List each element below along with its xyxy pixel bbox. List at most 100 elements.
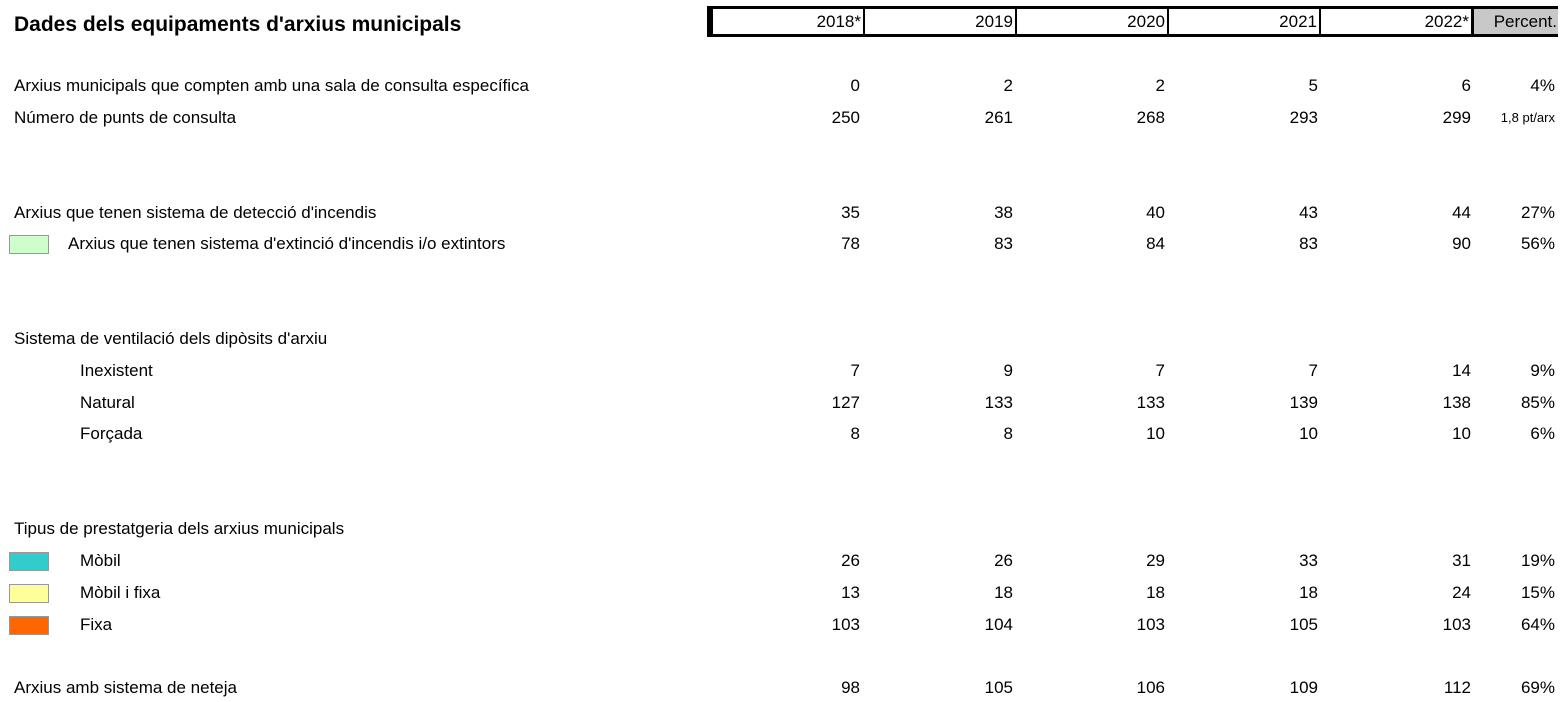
table-row-deteccio-incendis: Arxius que tenen sistema de detecció d'i… (0, 199, 1563, 227)
value-2019: 8 (1003, 424, 1013, 443)
value-2022: 44 (1452, 203, 1471, 222)
value-percent: 15% (1520, 583, 1555, 602)
value-2020: 40 (1146, 203, 1165, 222)
legend-swatch (9, 584, 49, 603)
row-label: Arxius amb sistema de neteja (14, 678, 237, 697)
value-2020: 10 (1146, 424, 1165, 443)
value-2022: 299 (1442, 108, 1471, 127)
value-2020: 103 (1136, 615, 1165, 634)
table-row-mobil-i-fixa: Mòbil i fixa 13 18 18 18 24 15% (0, 579, 1563, 607)
value-percent: 1,8 pt/arx (1500, 110, 1555, 125)
legend-swatch (9, 616, 49, 635)
row-label: Natural (80, 393, 135, 412)
row-label: Forçada (80, 424, 143, 443)
value-2021: 43 (1299, 203, 1318, 222)
value-percent: 64% (1520, 615, 1555, 634)
col-header-percent: Percent. (1473, 6, 1558, 37)
section-label: Sistema de ventilació dels dipòsits d'ar… (14, 329, 328, 348)
value-2018: 26 (841, 551, 860, 570)
value-percent: 56% (1520, 234, 1555, 253)
col-header-2021: 2021 (1169, 6, 1321, 37)
legend-swatch (9, 235, 49, 254)
row-label: Inexistent (80, 361, 153, 380)
value-2021: 293 (1289, 108, 1318, 127)
value-percent: 19% (1520, 551, 1555, 570)
value-2020: 7 (1155, 361, 1165, 380)
value-2020: 133 (1136, 393, 1165, 412)
value-2022: 10 (1452, 424, 1471, 443)
table-row-inexistent: Inexistent 7 9 7 7 14 9% (0, 357, 1563, 385)
row-label: Arxius municipals que compten amb una sa… (14, 76, 530, 95)
value-2019: 105 (984, 678, 1013, 697)
value-2021: 5 (1308, 76, 1318, 95)
section-label: Tipus de prestatgeria dels arxius munici… (14, 519, 345, 538)
value-2018: 127 (831, 393, 860, 412)
col-header-2022: 2022* (1321, 6, 1473, 37)
value-percent: 69% (1520, 678, 1555, 697)
value-2022: 112 (1443, 678, 1471, 697)
value-2019: 2 (1003, 76, 1013, 95)
value-2018: 78 (841, 234, 860, 253)
value-2022: 90 (1452, 234, 1471, 253)
col-header-2018: 2018* (707, 6, 865, 37)
value-2022: 138 (1442, 393, 1471, 412)
value-2018: 103 (831, 615, 860, 634)
value-2021: 109 (1289, 678, 1318, 697)
value-percent: 27% (1520, 203, 1555, 222)
value-2019: 38 (994, 203, 1013, 222)
row-label: Arxius que tenen sistema d'extinció d'in… (68, 234, 506, 253)
value-2018: 13 (841, 583, 860, 602)
col-header-2019: 2019 (865, 6, 1017, 37)
value-percent: 85% (1520, 393, 1555, 412)
value-2020: 268 (1136, 108, 1165, 127)
column-header-row: 2018* 2019 2020 2021 2022* Percent. (707, 6, 1563, 37)
value-2019: 261 (984, 108, 1013, 127)
value-2022: 31 (1452, 551, 1471, 570)
value-2021: 139 (1289, 393, 1318, 412)
value-2020: 18 (1146, 583, 1165, 602)
value-2021: 33 (1299, 551, 1318, 570)
value-2021: 105 (1289, 615, 1318, 634)
value-2018: 8 (850, 424, 860, 443)
table-row-neteja: Arxius amb sistema de neteja 98 105 106 … (0, 674, 1563, 702)
value-2018: 7 (850, 361, 860, 380)
table-row-mobil: Mòbil 26 26 29 33 31 19% (0, 547, 1563, 575)
value-2018: 250 (831, 108, 860, 127)
value-2018: 0 (850, 76, 860, 95)
value-2021: 18 (1299, 583, 1318, 602)
value-2021: 83 (1299, 234, 1318, 253)
value-percent: 4% (1530, 76, 1555, 95)
value-2019: 104 (984, 615, 1013, 634)
col-header-2020: 2020 (1017, 6, 1169, 37)
value-2022: 6 (1461, 76, 1471, 95)
value-2019: 9 (1003, 361, 1013, 380)
value-2022: 14 (1452, 361, 1471, 380)
table-row-extincio-incendis: Arxius que tenen sistema d'extinció d'in… (0, 230, 1563, 258)
value-2018: 35 (841, 203, 860, 222)
value-2019: 133 (984, 393, 1013, 412)
section-heading-ventilacio: Sistema de ventilació dels dipòsits d'ar… (0, 325, 1563, 353)
row-label: Fixa (80, 615, 113, 634)
value-2021: 7 (1308, 361, 1318, 380)
row-label: Arxius que tenen sistema de detecció d'i… (14, 203, 377, 222)
value-2019: 18 (994, 583, 1013, 602)
value-2019: 83 (994, 234, 1013, 253)
value-2020: 106 (1136, 678, 1165, 697)
value-2020: 2 (1155, 76, 1165, 95)
value-2022: 103 (1442, 615, 1471, 634)
table-row-punts-consulta: Número de punts de consulta 250 261 268 … (0, 104, 1563, 132)
value-2022: 24 (1452, 583, 1471, 602)
value-2021: 10 (1299, 424, 1318, 443)
table-row-forcada: Forçada 8 8 10 10 10 6% (0, 420, 1563, 448)
section-heading-prestatgeria: Tipus de prestatgeria dels arxius munici… (0, 515, 1563, 543)
value-percent: 9% (1530, 361, 1555, 380)
value-2018: 98 (841, 678, 860, 697)
value-2019: 26 (994, 551, 1013, 570)
row-label: Número de punts de consulta (14, 108, 237, 127)
value-2020: 29 (1146, 551, 1165, 570)
table-row-fixa: Fixa 103 104 103 105 103 64% (0, 611, 1563, 639)
row-label: Mòbil (80, 551, 121, 570)
value-percent: 6% (1530, 424, 1555, 443)
value-2020: 84 (1146, 234, 1165, 253)
table-row-natural: Natural 127 133 133 139 138 85% (0, 389, 1563, 417)
